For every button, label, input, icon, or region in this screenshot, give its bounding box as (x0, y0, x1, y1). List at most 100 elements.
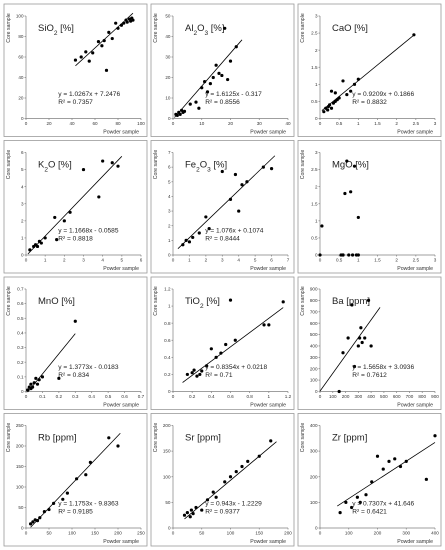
x-tick-label: 0 (172, 531, 175, 536)
data-point (412, 33, 416, 37)
y-tick-label: 0 (21, 526, 24, 531)
data-point (52, 501, 56, 505)
data-point (57, 376, 61, 380)
r-squared-label: R² = 0.7612 (352, 372, 387, 379)
chart-panel: 0 0.1 0.2 0.3 0.4 0.5 0.6 0.7 0 0.1 0.2 0.3 0.4 0.5 0.… (3, 276, 148, 410)
chart-title: Ba [ppm] (332, 296, 370, 307)
x-tick-label: 0 (25, 394, 28, 399)
data-point (269, 439, 273, 443)
y-tick-label: 6 (168, 165, 171, 170)
data-point (375, 454, 380, 458)
x-tick-label: 0.8 (246, 394, 253, 399)
chart-title: SiO2 [%] (38, 23, 74, 37)
data-point (65, 491, 69, 495)
y-tick-label: 200 (310, 474, 318, 479)
data-point (61, 497, 65, 501)
data-point (262, 323, 266, 327)
data-point (269, 167, 274, 171)
panel-border (3, 3, 148, 137)
data-point (37, 378, 41, 382)
data-point (327, 103, 332, 107)
data-point (102, 39, 106, 43)
y-tick-label: 250 (16, 423, 24, 428)
y-tick-label: 2.5 (311, 31, 318, 36)
y-tick-label: 1.5 (311, 201, 318, 206)
data-point (125, 20, 129, 24)
x-tick-label: 2.5 (413, 121, 420, 126)
data-point (344, 500, 348, 504)
data-point (234, 45, 238, 49)
y-tick-label: 100 (163, 474, 171, 479)
x-tick-label: 0 (172, 394, 175, 399)
x-tick-label: 3 (221, 258, 224, 263)
y-tick-label: 200 (163, 423, 171, 428)
data-point (182, 109, 187, 113)
data-point (53, 215, 57, 220)
data-point (197, 231, 201, 235)
chart-title: Sr [ppm] (185, 433, 221, 444)
y-axis-title: Core sample (300, 286, 306, 316)
y-tick-label: 800 (310, 298, 318, 303)
data-point (88, 460, 92, 464)
trendline (182, 307, 284, 383)
y-axis-title: Core sample (300, 423, 306, 453)
data-point (35, 244, 40, 249)
panel-border (297, 413, 442, 547)
x-tick-label: 1.5 (374, 258, 381, 263)
trendline (174, 39, 243, 118)
x-tick-label: 250 (137, 531, 145, 536)
y-tick-label: 200 (310, 366, 318, 371)
x-tick-label: 0 (25, 121, 28, 126)
y-tick-label: 1.2 (164, 287, 171, 292)
trendline-equation: y = 1.3773x - 0.0183 (58, 364, 119, 371)
data-point (393, 457, 397, 461)
chart-panel: 0 0.2 0.4 0.6 0.8 1 1.2 0 0.2 0.4 0.6 0.8 1 1.2 Powder… (150, 276, 295, 410)
y-tick-label: 2 (315, 184, 318, 189)
y-tick-label: 0.2 (17, 360, 24, 365)
x-tick-label: 6 (270, 258, 273, 263)
y-tick-label: 100 (310, 500, 318, 505)
x-tick-label: 0.6 (121, 394, 128, 399)
data-point (350, 253, 355, 257)
y-tick-label: 3 (315, 14, 318, 19)
y-tick-label: 0 (315, 526, 318, 531)
x-tick-label: 50 (46, 531, 52, 536)
chart-panel: 0 50 100 150 200 0 50 100 150 200 Powder sample Cor… (150, 413, 295, 547)
trendline (319, 307, 381, 392)
y-tick-label: 6 (21, 150, 24, 155)
y-tick-label: 600 (310, 321, 318, 326)
x-axis-title: Powder sample (250, 130, 286, 136)
trendline-equation: y = 1.1753x - 9.8363 (58, 500, 119, 507)
data-point (220, 169, 224, 174)
data-point (350, 303, 354, 307)
r-squared-label: R² = 0.834 (58, 372, 89, 379)
x-tick-label: 0 (319, 394, 322, 399)
x-tick-label: 2.5 (413, 258, 420, 263)
chart-panel: 0 100 200 300 400 500 600 700 800 900 0 100 200 300 40… (297, 276, 442, 410)
data-point (220, 73, 224, 78)
data-point (217, 71, 221, 75)
x-tick-label: 20 (228, 121, 234, 126)
x-tick-label: 0.7 (138, 394, 145, 399)
data-point (185, 372, 189, 377)
y-tick-label: 100 (16, 14, 24, 19)
r-squared-label: R² = 0.8818 (58, 235, 93, 242)
x-tick-label: 0.5 (336, 121, 343, 126)
y-axis-title: Core sample (6, 150, 12, 180)
y-tick-label: 0.5 (311, 236, 318, 241)
data-point (261, 165, 265, 169)
x-tick-label: 1.2 (285, 394, 292, 399)
data-point (343, 191, 347, 196)
r-squared-label: R² = 0.8556 (205, 99, 240, 106)
data-point (35, 519, 40, 523)
data-point (366, 298, 371, 302)
y-tick-label: 2 (168, 223, 171, 228)
x-tick-label: 1 (188, 258, 191, 263)
data-point (203, 80, 207, 84)
data-point (337, 96, 341, 100)
data-point (345, 92, 349, 97)
r-squared-label: R² = 0.8832 (352, 99, 387, 106)
data-point (116, 444, 120, 448)
